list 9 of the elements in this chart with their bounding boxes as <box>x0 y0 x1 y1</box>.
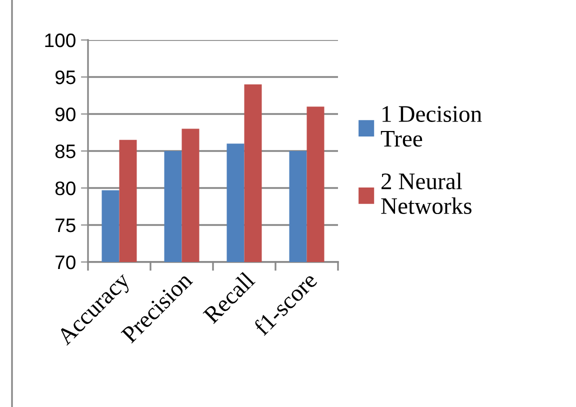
y-tick-label: 80 <box>55 181 76 196</box>
y-tick-label: 70 <box>56 255 76 270</box>
y-tick-label: 90 <box>55 107 76 122</box>
y-tick-label: 95 <box>55 70 76 84</box>
legend-label: 1 Decision Tree <box>380 106 482 147</box>
y-tick-label: 75 <box>56 218 76 232</box>
y-tick-label: 100 <box>45 33 76 48</box>
legend-label: 2 Neural Networks <box>381 172 472 214</box>
y-tick-label: 85 <box>55 144 76 158</box>
